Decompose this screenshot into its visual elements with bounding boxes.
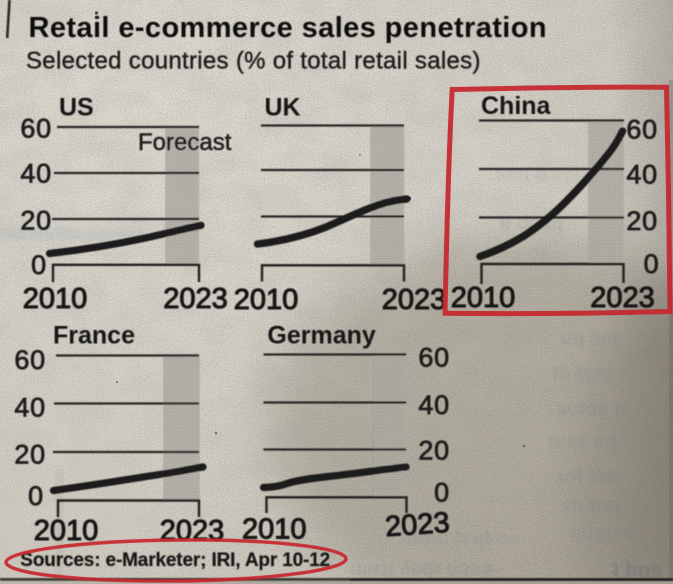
svg-text:2010: 2010 (451, 282, 516, 314)
svg-text:20: 20 (20, 205, 52, 235)
svg-text:France: France (53, 321, 135, 349)
svg-text:Sources: e-Marketer; IRI, Apr: Sources: e-Marketer; IRI, Apr 10-12 (20, 550, 330, 571)
svg-text:2023: 2023 (382, 284, 447, 316)
svg-text:uq sıq: uq sıq (560, 328, 619, 350)
svg-text:ʇo ʇsnſ: ʇo ʇsnſ (552, 363, 613, 385)
svg-text:2010: 2010 (234, 284, 299, 316)
svg-text:20: 20 (14, 440, 46, 470)
svg-text:40: 40 (14, 392, 46, 422)
svg-text:0: 0 (28, 481, 44, 511)
svg-text:ǝɹoɯ ʇɐqʇ os: ǝɹoɯ ʇɐqʇ os (400, 528, 520, 550)
svg-text:ɹoʇ ʇou: ɹoʇ ʇou (556, 466, 619, 488)
svg-text:2023: 2023 (163, 283, 228, 315)
svg-text:20: 20 (418, 435, 450, 465)
svg-text:pıɐs ǝq: pıɐs ǝq (548, 431, 617, 453)
svg-text:60: 60 (14, 345, 46, 375)
svg-text:Selected countries (% of total: Selected countries (% of total retail sa… (26, 48, 481, 75)
svg-text:2023: 2023 (160, 515, 225, 547)
svg-text:2023: 2023 (590, 282, 655, 314)
svg-text:0: 0 (644, 249, 660, 279)
svg-text:US: US (59, 94, 94, 122)
svg-text:20: 20 (626, 206, 658, 236)
svg-text:UK: UK (265, 94, 301, 122)
svg-text:60: 60 (626, 115, 658, 145)
svg-text:ǝuop sı: ǝuop sı (570, 523, 640, 545)
svg-text:40: 40 (418, 390, 450, 420)
svg-text:60: 60 (20, 114, 52, 144)
svg-text:sɐq ʇı: sɐq ʇı (495, 163, 547, 185)
svg-text:ɯoɹɟ ʎǝqʇ uǝʌǝ: ɯoɹɟ ʎǝqʇ uǝʌǝ (350, 558, 492, 580)
svg-text:Forecast: Forecast (138, 129, 232, 156)
svg-text:China: China (481, 92, 552, 120)
svg-text:2010: 2010 (34, 515, 99, 547)
svg-text:2010: 2010 (23, 283, 88, 315)
svg-text:2023: 2023 (384, 507, 451, 543)
svg-text:Retail e-commerce sales penetr: Retail e-commerce sales penetration (29, 12, 547, 44)
svg-text:ǝɯos ʇı: ǝɯos ʇı (556, 398, 626, 420)
svg-text:op oʇ: op oʇ (497, 243, 546, 265)
svg-text:40: 40 (626, 160, 658, 190)
svg-text:60: 60 (418, 342, 450, 372)
svg-text:0: 0 (31, 250, 47, 280)
svg-text:Germany: Germany (267, 321, 375, 349)
svg-text:sʇı ʇnq: sʇı ʇnq (560, 495, 620, 517)
svg-text:0: 0 (434, 478, 450, 508)
svg-text:ʇ bns: ʇ bns (612, 559, 662, 582)
svg-text:40: 40 (20, 159, 52, 189)
